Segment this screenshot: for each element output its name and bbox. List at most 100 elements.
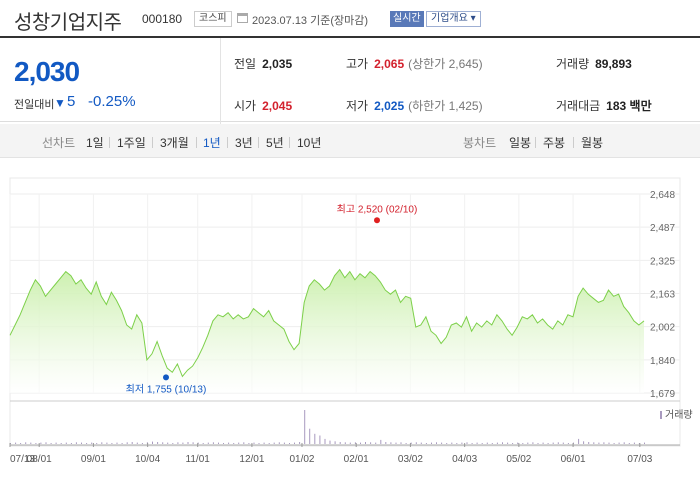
- volume-bar: [410, 442, 412, 444]
- tab-separator: [152, 137, 153, 148]
- volume-bar: [294, 442, 295, 444]
- tab-separator: [258, 137, 259, 148]
- day-high: 고가 2,065 (상한가 2,645): [346, 55, 483, 72]
- x-tick-label: 07/13: [10, 454, 35, 465]
- volume-bar: [25, 442, 27, 444]
- volume-bar: [420, 442, 422, 444]
- day-low: 저가 2,025 (하한가 1,425): [346, 97, 483, 114]
- upper-limit: (상한가 2,645): [408, 57, 483, 71]
- y-tick-label: 2,163: [650, 290, 675, 301]
- tab-separator: [227, 137, 228, 148]
- volume-bar: [334, 441, 336, 444]
- chart-period-tabs: 선차트 1일 1주일 3개월 1년 3년 5년 10년 봉차트 일봉 주봉 월봉: [0, 124, 700, 158]
- tab-separator: [289, 137, 290, 148]
- volume-bar: [583, 441, 585, 444]
- high-value: 2,065: [374, 57, 405, 71]
- volume-bar: [116, 442, 118, 444]
- lower-limit: (하한가 1,425): [408, 99, 483, 113]
- volume-bar: [507, 442, 509, 444]
- line-chart-group-label: 선차트: [42, 136, 76, 150]
- market-badge: 코스피: [194, 11, 232, 27]
- tab-separator: [535, 137, 536, 148]
- open-price: 시가 2,045: [234, 97, 292, 114]
- volume-bar: [476, 442, 478, 444]
- volume-bar: [65, 442, 67, 444]
- price-area: [10, 269, 644, 393]
- volume-bar: [263, 442, 265, 444]
- current-price: 2,030: [14, 56, 80, 87]
- volume-bar: [593, 442, 595, 444]
- x-tick-label: 03/02: [398, 454, 423, 465]
- x-tick-label: 11/01: [186, 454, 211, 465]
- y-tick-label: 1,679: [650, 389, 675, 400]
- volume-bar: [598, 442, 600, 444]
- volume-bar: [157, 442, 159, 444]
- price-chart[interactable]: 2,648 2,487 2,325 2,163 2,002 1,840 1,679 최고 2…: [0, 160, 700, 478]
- volume-bar: [365, 442, 366, 444]
- y-tick-label: 1,840: [650, 356, 675, 367]
- volume-bar: [522, 443, 524, 444]
- volume-bar: [233, 443, 235, 444]
- tab-3month[interactable]: 3개월: [160, 136, 189, 150]
- volume-bar: [248, 443, 250, 444]
- volume-bar: [542, 442, 544, 444]
- tab-1week[interactable]: 1주일: [117, 136, 146, 150]
- volume-legend-label: 거래량: [665, 409, 693, 421]
- high-label: 고가: [346, 57, 369, 71]
- y-tick-label: 2,002: [650, 323, 675, 334]
- amount-value: 183 백만: [606, 99, 652, 113]
- volume-bar: [400, 442, 402, 444]
- x-tick-label: 12/01: [239, 454, 264, 465]
- price-chart-svg[interactable]: 2,648 2,487 2,325 2,163 2,002 1,840 1,679 최고 2…: [0, 160, 700, 478]
- volume-bar: [50, 443, 52, 444]
- volume-bar: [207, 442, 209, 444]
- company-overview-dropdown[interactable]: 기업개요 ▾: [426, 11, 481, 27]
- volume-bar: [162, 442, 164, 444]
- volume-bar: [283, 442, 285, 444]
- volume-bar: [349, 442, 351, 444]
- volume-bar: [567, 443, 569, 444]
- realtime-button[interactable]: 실시간: [390, 11, 424, 27]
- volume-bar: [121, 443, 123, 444]
- volume-bar: [471, 443, 473, 444]
- high-point-marker: [374, 217, 380, 224]
- volume-bar: [461, 442, 463, 444]
- volume: 거래량 89,893: [556, 55, 632, 72]
- volume-bar: [141, 443, 143, 444]
- volume-bar: [370, 442, 372, 444]
- volume-bar: [75, 442, 77, 444]
- tab-1day[interactable]: 1일: [86, 136, 104, 150]
- volume-bar: [431, 442, 432, 444]
- volume-bar: [268, 443, 270, 444]
- volume-bar: [390, 442, 392, 444]
- volume-bar: [436, 442, 437, 444]
- volume-bar: [486, 442, 488, 444]
- low-annotation: 최저 1,755 (10/13): [126, 383, 207, 395]
- x-tick-label: 08/01: [27, 454, 52, 465]
- calendar-icon: [237, 13, 248, 23]
- tab-3year[interactable]: 3년: [235, 136, 253, 150]
- tab-1year[interactable]: 1년: [203, 136, 221, 150]
- tab-daily-candle[interactable]: 일봉: [509, 136, 532, 150]
- volume-bar: [218, 442, 219, 444]
- tab-weekly-candle[interactable]: 주봉: [543, 136, 566, 150]
- volume-bar: [111, 443, 113, 444]
- volume-bar: [329, 440, 331, 444]
- volume-bar: [441, 442, 443, 444]
- tab-10year[interactable]: 10년: [297, 136, 322, 150]
- volume-bar: [395, 442, 397, 444]
- volume-bar: [273, 442, 275, 444]
- volume-bar: [182, 442, 184, 444]
- volume-bar: [152, 441, 153, 444]
- change-label: 전일대비: [14, 99, 55, 111]
- x-tick-label: 07/03: [627, 454, 652, 465]
- volume-bar: [70, 443, 72, 444]
- tab-monthly-candle[interactable]: 월봉: [581, 136, 604, 150]
- volume-legend-swatch: [660, 411, 662, 419]
- tab-5year[interactable]: 5년: [266, 136, 284, 150]
- volume-bar: [278, 442, 280, 444]
- volume-bar: [55, 442, 57, 444]
- volume-bar: [496, 442, 498, 444]
- volume-bar: [86, 443, 88, 444]
- candle-chart-group-label: 봉차트: [463, 136, 497, 150]
